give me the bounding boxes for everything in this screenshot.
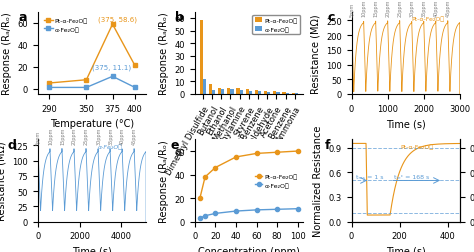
Pt-α-Fe₂Oゃ	[197, 197, 203, 200]
Text: 15ppm: 15ppm	[374, 0, 379, 17]
Legend: Pt-α-Fe₂Oゃ, α-Fe₂Oゃ: Pt-α-Fe₂Oゃ, α-Fe₂Oゃ	[252, 16, 300, 35]
α-Fe₂Oゃ	[254, 209, 259, 212]
Text: 40ppm: 40ppm	[120, 127, 125, 144]
Text: e: e	[171, 138, 180, 151]
Bar	[209, 84, 212, 94]
Text: 15ppm: 15ppm	[60, 127, 65, 144]
α-Fe₂Oゃ	[212, 212, 218, 215]
Text: α-Fe₂Oゃ: α-Fe₂Oゃ	[98, 144, 122, 149]
Pt-α-Fe₂Oゃ	[274, 151, 280, 154]
α-Fe₂Oゃ	[197, 217, 203, 220]
α-Fe₂Oゃ	[109, 76, 115, 79]
α-Fe₂Oゃ	[274, 208, 280, 211]
Text: 35ppm: 35ppm	[108, 127, 113, 144]
Text: 25ppm: 25ppm	[398, 0, 403, 17]
Y-axis label: Resistance (MΩ): Resistance (MΩ)	[0, 141, 7, 220]
α-Fe₂Oゃ	[233, 210, 239, 213]
Text: 20ppm: 20ppm	[72, 127, 77, 144]
Text: 40ppm: 40ppm	[434, 0, 439, 17]
X-axis label: Gas Specimen: Gas Specimen	[214, 181, 284, 192]
Text: f: f	[325, 138, 330, 151]
Text: (375, 58.6): (375, 58.6)	[98, 16, 137, 23]
Y-axis label: Normalized Resistance: Normalized Resistance	[313, 125, 323, 236]
Bar	[295, 93, 298, 94]
Pt-α-Fe₂Oゃ	[233, 156, 239, 159]
Bar	[276, 93, 280, 94]
Y-axis label: Response (Rₐ/Rₒ): Response (Rₐ/Rₒ)	[159, 140, 169, 222]
Text: tᵣₑₛ = 1 s: tᵣₑₛ = 1 s	[356, 174, 384, 179]
Bar	[249, 92, 252, 94]
Text: (375, 11.1): (375, 11.1)	[92, 65, 131, 71]
Text: b: b	[175, 11, 184, 24]
Bar	[273, 92, 276, 94]
Bar	[286, 93, 289, 94]
Line: α-Fe₂Oゃ: α-Fe₂Oゃ	[198, 207, 300, 220]
α-Fe₂Oゃ	[132, 86, 138, 89]
Text: 35ppm: 35ppm	[422, 0, 427, 17]
Text: tᵣₑᶜ = 168 s: tᵣₑᶜ = 168 s	[394, 174, 429, 179]
Bar	[221, 89, 225, 94]
Pt-α-Fe₂Oゃ	[212, 166, 218, 169]
Legend: Pt-α-Fe₂Oゃ, α-Fe₂Oゃ: Pt-α-Fe₂Oゃ, α-Fe₂Oゃ	[41, 16, 91, 35]
Bar	[258, 92, 261, 94]
Bar	[264, 92, 267, 94]
Legend: Pt-α-Fe₂Oゃ, α-Fe₂Oゃ: Pt-α-Fe₂Oゃ, α-Fe₂Oゃ	[252, 171, 300, 190]
Text: a: a	[18, 11, 27, 24]
Bar	[255, 91, 258, 94]
α-Fe₂Oゃ	[295, 207, 301, 210]
Bar	[267, 93, 271, 94]
Pt-α-Fe₂Oゃ	[132, 65, 138, 68]
Pt-α-Fe₂Oゃ	[109, 23, 115, 26]
α-Fe₂Oゃ	[83, 86, 89, 89]
Y-axis label: Response (Rₐ/Rₒ): Response (Rₐ/Rₒ)	[159, 12, 169, 95]
Bar	[240, 91, 243, 94]
Text: 20ppm: 20ppm	[386, 0, 391, 17]
Bar	[218, 88, 221, 94]
Bar	[292, 93, 295, 94]
Text: 25ppm: 25ppm	[84, 127, 89, 144]
Line: Pt-α-Fe₂Oゃ: Pt-α-Fe₂Oゃ	[47, 23, 137, 86]
Pt-α-Fe₂Oゃ	[202, 176, 208, 179]
Text: Pt-α-Fe₂Oゃ: Pt-α-Fe₂Oゃ	[411, 17, 444, 22]
Pt-α-Fe₂Oゃ	[254, 152, 259, 155]
Line: Pt-α-Fe₂Oゃ: Pt-α-Fe₂Oゃ	[198, 149, 300, 200]
Text: d: d	[8, 138, 17, 151]
Bar	[237, 88, 240, 94]
Bar	[230, 89, 234, 94]
Y-axis label: Response (Rₐ/Rₒ): Response (Rₐ/Rₒ)	[2, 12, 12, 95]
Text: c: c	[328, 11, 335, 24]
Y-axis label: Resistance (MΩ): Resistance (MΩ)	[310, 14, 320, 93]
Pt-α-Fe₂Oゃ	[46, 82, 52, 85]
Pt-α-Fe₂Oゃ	[295, 150, 301, 153]
Bar	[203, 79, 206, 94]
Text: 5ppm: 5ppm	[350, 3, 355, 17]
Bar	[246, 89, 249, 94]
Bar	[212, 91, 215, 94]
Text: Pt-α-Fe₂Oゃ: Pt-α-Fe₂Oゃ	[400, 144, 433, 149]
Bar	[283, 93, 286, 94]
X-axis label: Time (s): Time (s)	[72, 246, 112, 252]
Text: 30ppm: 30ppm	[96, 127, 101, 144]
α-Fe₂Oゃ	[46, 86, 52, 89]
Text: 45ppm: 45ppm	[132, 127, 137, 144]
Line: α-Fe₂Oゃ: α-Fe₂Oゃ	[47, 75, 137, 90]
Pt-α-Fe₂Oゃ	[83, 79, 89, 82]
X-axis label: Time (s): Time (s)	[386, 246, 426, 252]
Text: 45ppm: 45ppm	[446, 0, 451, 17]
X-axis label: Concentration (ppm): Concentration (ppm)	[198, 246, 300, 252]
Text: 30ppm: 30ppm	[410, 0, 415, 17]
Text: 10ppm: 10ppm	[48, 127, 53, 144]
Bar	[227, 88, 230, 94]
X-axis label: Time (s): Time (s)	[386, 119, 426, 129]
Text: 10ppm: 10ppm	[362, 0, 367, 17]
Bar	[200, 21, 203, 94]
Text: 5ppm: 5ppm	[36, 130, 41, 144]
α-Fe₂Oゃ	[202, 214, 208, 217]
X-axis label: Temperature (°C): Temperature (°C)	[50, 119, 134, 129]
